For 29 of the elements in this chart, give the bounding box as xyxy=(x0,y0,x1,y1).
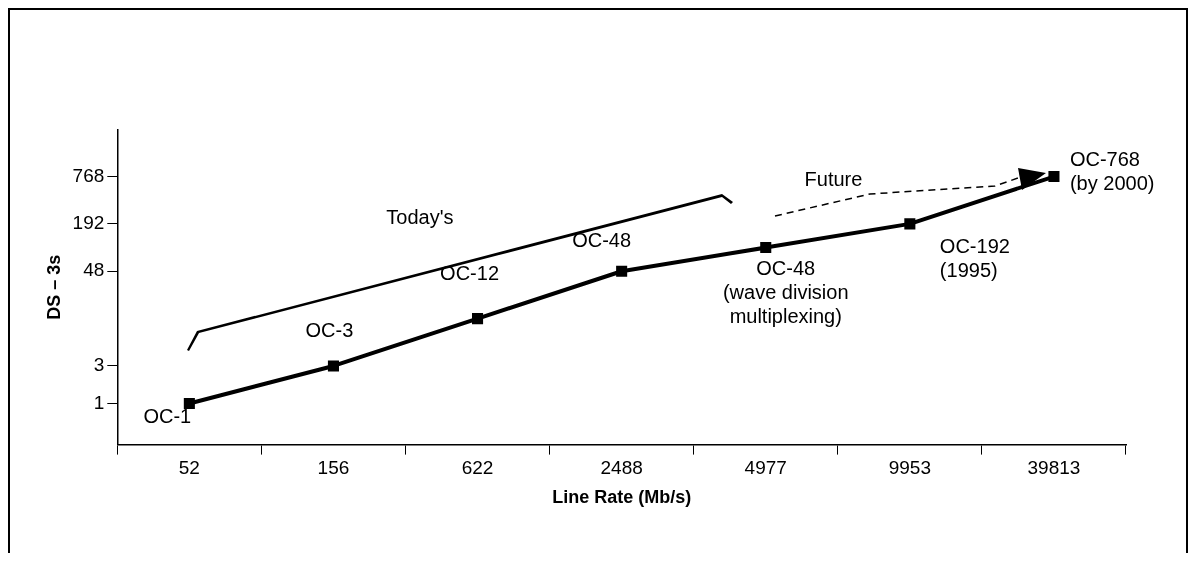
x-tick-label: 622 xyxy=(461,457,494,479)
point xyxy=(183,397,195,410)
annotation: OC-1 xyxy=(143,404,192,427)
annotation: Today's xyxy=(386,205,454,228)
x-tick-label: 39813 xyxy=(1027,457,1081,479)
x-tick-label: 2488 xyxy=(600,457,643,479)
annotation: Future xyxy=(804,167,863,190)
point xyxy=(327,360,339,372)
x-tick-label: 4977 xyxy=(744,457,787,479)
annotation: OC-192 (1995) xyxy=(939,235,1010,282)
y-tick-label: 48 xyxy=(83,259,105,281)
y-tick-label: 768 xyxy=(72,164,105,186)
annotation: OC-48 (wave division multiplexing) xyxy=(722,257,849,328)
y-axis-title: DS – 3s xyxy=(43,254,64,320)
point xyxy=(472,313,484,325)
point xyxy=(904,218,916,230)
point xyxy=(1048,171,1060,183)
x-tick-label: 9953 xyxy=(888,457,931,479)
y-tick-label: 3 xyxy=(93,354,105,376)
y-tick-label: 1 xyxy=(93,391,105,413)
annotation: OC-768 (by 2000) xyxy=(1069,148,1155,195)
x-axis-title: Line Rate (Mb/s) xyxy=(552,487,692,508)
x-tick-label: 52 xyxy=(178,457,200,479)
annotation: OC-48 xyxy=(572,228,632,251)
annotation: OC-3 xyxy=(305,319,354,342)
point xyxy=(760,242,772,254)
point xyxy=(616,265,628,277)
x-tick-label: 156 xyxy=(317,457,350,479)
y-tick-label: 192 xyxy=(72,212,105,234)
